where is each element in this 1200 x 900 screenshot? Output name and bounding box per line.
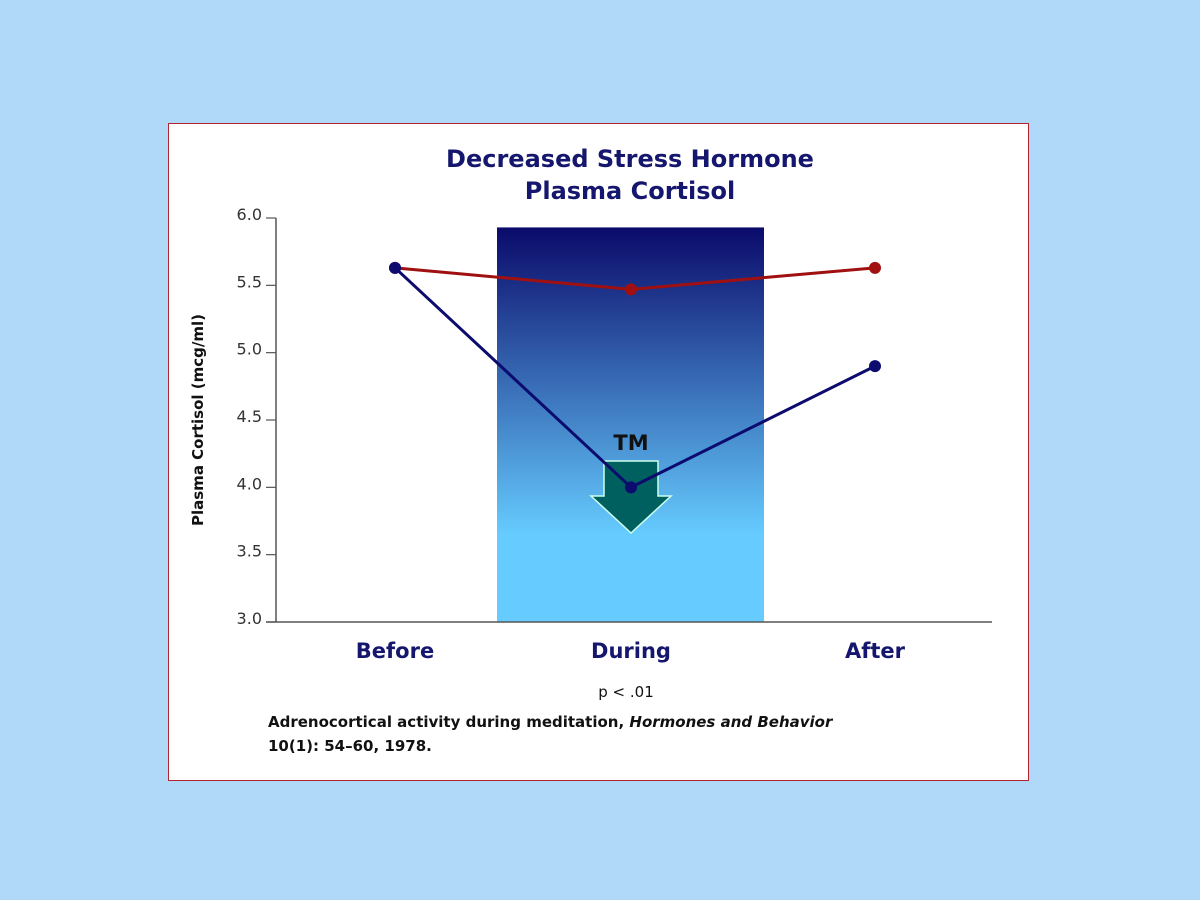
significance-note: p < .01 — [598, 683, 653, 701]
data-point — [625, 481, 637, 494]
data-point — [869, 360, 881, 373]
y-tick-label: 4.5 — [237, 407, 262, 426]
y-tick-label: 6.0 — [237, 205, 262, 224]
data-point — [389, 261, 401, 274]
data-point — [869, 261, 881, 274]
x-category-label: After — [845, 639, 906, 663]
tm-label: TM — [613, 431, 648, 455]
x-category-label: Before — [356, 639, 434, 663]
y-tick-label: 3.0 — [237, 609, 262, 628]
chart-title: Decreased Stress Hormone — [446, 145, 814, 173]
y-tick-label: 5.5 — [237, 272, 262, 291]
citation-line-2: 10(1): 54–60, 1978. — [268, 737, 432, 755]
chart-subtitle: Plasma Cortisol — [525, 177, 736, 205]
data-point — [625, 283, 637, 296]
y-axis-label: Plasma Cortisol (mcg/ml) — [189, 314, 207, 526]
y-tick-label: 3.5 — [237, 542, 262, 561]
y-tick-label: 5.0 — [237, 340, 262, 359]
citation-line-1: Adrenocortical activity during meditatio… — [268, 713, 834, 731]
y-tick-label: 4.0 — [237, 474, 262, 493]
x-category-label: During — [591, 639, 671, 663]
